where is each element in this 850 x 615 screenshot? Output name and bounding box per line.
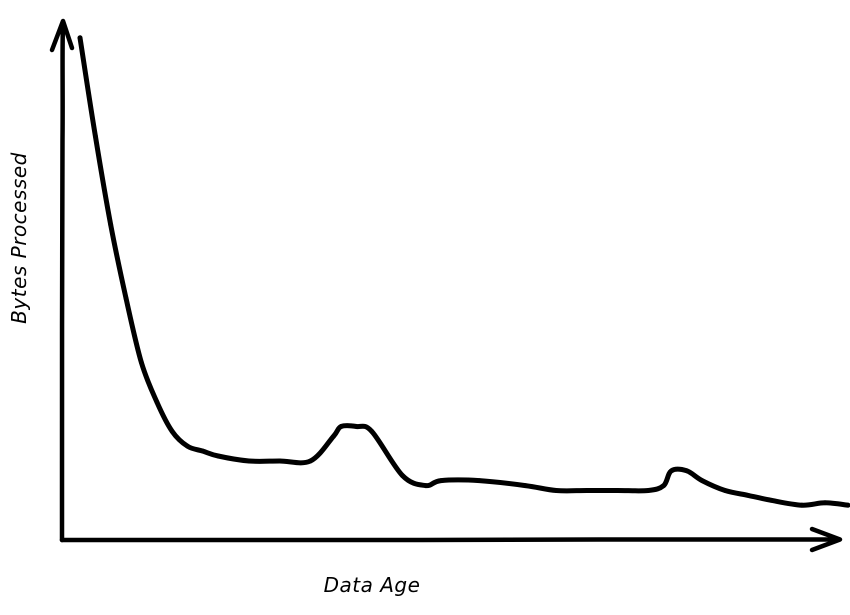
data-point-0-32 <box>768 497 774 503</box>
data-point-0-19 <box>438 478 444 483</box>
data-point-0-34 <box>822 500 828 506</box>
data-point-0-2 <box>108 222 114 228</box>
data-point-0-11 <box>277 458 283 464</box>
data-point-0-4 <box>139 360 144 365</box>
data-point-0-0 <box>77 35 83 41</box>
axes <box>49 18 843 553</box>
data-point-0-8 <box>200 448 206 454</box>
data-point-0-15 <box>354 424 359 429</box>
data-point-0-12 <box>308 458 313 464</box>
data-point-0-26 <box>661 483 667 488</box>
data-point-0-24 <box>615 488 620 493</box>
y-axis-line <box>59 21 66 543</box>
data-point-0-16 <box>369 429 375 434</box>
data-point-0-1 <box>93 133 98 139</box>
x-axis-arrowhead <box>809 526 843 553</box>
data-point-0-22 <box>553 488 559 493</box>
data-point-0-30 <box>722 488 728 493</box>
data-point-0-27 <box>669 468 674 474</box>
data-point-0-29 <box>699 478 705 483</box>
data-point-0-3 <box>123 296 129 301</box>
data-point-0-28 <box>684 468 690 474</box>
y-axis-label: Bytes Processed <box>7 152 31 324</box>
data-point-0-18 <box>423 483 428 488</box>
data-point-0-13 <box>331 434 336 439</box>
data-point-0-9 <box>215 453 221 459</box>
data-point-0-25 <box>645 488 651 493</box>
data-point-0-35 <box>845 502 850 508</box>
y-axis-arrowhead <box>49 18 75 53</box>
data-point-0-14 <box>338 424 344 429</box>
x-axis-label: Data Age <box>324 573 421 597</box>
data-point-0-20 <box>477 478 482 483</box>
series-layer <box>77 35 850 508</box>
series-line-0 <box>77 35 850 508</box>
data-point-0-21 <box>523 483 528 488</box>
data-point-0-17 <box>400 473 405 479</box>
data-point-0-7 <box>185 443 190 449</box>
data-point-0-31 <box>745 493 751 498</box>
data-point-0-33 <box>799 502 805 508</box>
data-point-0-23 <box>584 488 590 493</box>
data-point-0-5 <box>154 399 160 405</box>
x-axis-line <box>59 537 841 543</box>
data-point-0-10 <box>246 458 252 464</box>
data-point-0-6 <box>169 429 175 434</box>
